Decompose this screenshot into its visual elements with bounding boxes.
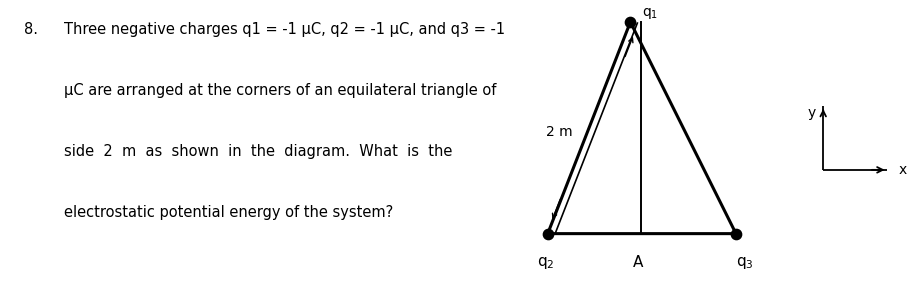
Text: q$_3$: q$_3$ [736, 255, 753, 271]
Text: x: x [899, 163, 907, 177]
Text: electrostatic potential energy of the system?: electrostatic potential energy of the sy… [64, 205, 393, 220]
Point [729, 231, 743, 236]
Point [541, 231, 555, 236]
Text: Three negative charges q1 = -1 μC, q2 = -1 μC, and q3 = -1: Three negative charges q1 = -1 μC, q2 = … [64, 22, 505, 37]
Text: q$_2$: q$_2$ [537, 255, 554, 271]
Text: side  2  m  as  shown  in  the  diagram.  What  is  the: side 2 m as shown in the diagram. What i… [64, 144, 452, 159]
Text: 2 m: 2 m [546, 125, 573, 139]
Point [623, 20, 637, 24]
Text: 8.: 8. [24, 22, 39, 37]
Text: μC are arranged at the corners of an equilateral triangle of: μC are arranged at the corners of an equ… [64, 83, 496, 98]
Text: q$_1$: q$_1$ [642, 6, 659, 21]
Text: A: A [633, 255, 643, 270]
Text: y: y [808, 106, 816, 120]
